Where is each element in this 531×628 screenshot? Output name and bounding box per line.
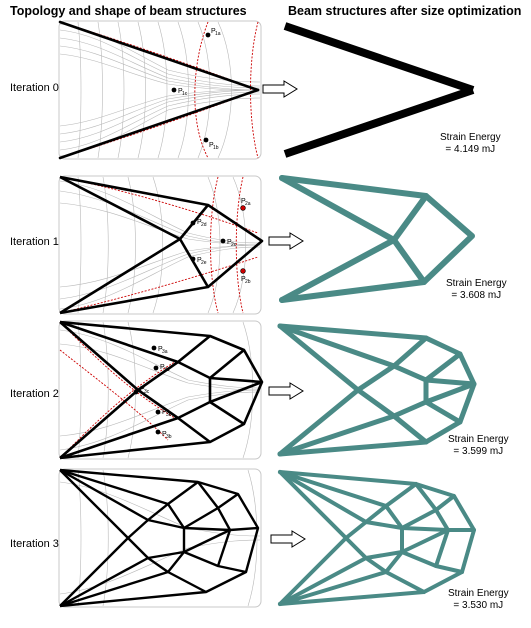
svg-text:P: P (211, 28, 216, 35)
svg-text:P: P (158, 346, 163, 353)
strain-energy-label: Strain Energy (448, 434, 509, 445)
strain-energy-value: = 3.608 mJ (451, 290, 502, 301)
iteration-2-label: Iteration 2 (10, 388, 59, 400)
svg-text:P: P (178, 88, 183, 95)
svg-text:3a: 3a (162, 349, 168, 355)
beam-lines (59, 320, 264, 460)
svg-text:1c: 1c (182, 91, 188, 97)
beam-lines (59, 175, 264, 315)
p-1a: P 1a (205, 28, 221, 38)
p-1c: P 1c (171, 87, 188, 97)
svg-text:2a: 2a (245, 201, 251, 207)
iteration-3-optimized-structure (278, 470, 476, 606)
iteration-0-strain-energy: Strain Energy = 4.149 mJ (440, 132, 501, 156)
svg-text:P: P (209, 142, 214, 149)
svg-text:2d: 2d (201, 222, 207, 228)
strain-energy-value: = 3.599 mJ (453, 446, 504, 457)
left-column-header: Topology and shape of beam structures (10, 4, 247, 18)
p-2d: P 2d (190, 219, 207, 228)
svg-text:P: P (140, 386, 145, 393)
iteration-2-topology-panel: P 3a P 3d P 3c P 3e P 3b (58, 320, 264, 460)
strain-energy-label: Strain Energy (446, 278, 507, 289)
svg-text:3b: 3b (166, 434, 172, 440)
iteration-1-arrow (268, 232, 304, 250)
strain-energy-value: = 4.149 mJ (445, 144, 496, 155)
svg-text:P: P (162, 431, 167, 438)
iteration-1-topology-panel: P 2a P 2d P 2c P 2e P 2b (58, 175, 264, 315)
p-1b: P 1b (203, 137, 219, 151)
p-2c: P 2c (220, 238, 237, 248)
svg-text:2b: 2b (245, 279, 251, 285)
svg-text:2e: 2e (201, 260, 207, 266)
iteration-3-arrow (270, 530, 306, 548)
svg-text:P: P (241, 198, 246, 205)
iteration-0-arrow (262, 80, 298, 98)
p-3c: P 3c (133, 386, 150, 395)
strain-energy-label: Strain Energy (448, 588, 509, 599)
p-3d: P 3d (153, 364, 170, 373)
strain-energy-value: = 3.530 mJ (453, 600, 504, 611)
iteration-1-strain-energy: Strain Energy = 3.608 mJ (446, 278, 507, 302)
stress-lines (58, 20, 262, 160)
p-2a: P 2a (240, 198, 251, 211)
svg-text:P: P (197, 257, 202, 264)
stress-lines (58, 320, 262, 460)
p-2b: P 2b (240, 268, 251, 285)
svg-text:3c: 3c (144, 389, 150, 395)
p-3e: P 3e (155, 409, 172, 418)
svg-text:1a: 1a (215, 31, 221, 37)
svg-text:P: P (241, 276, 246, 283)
iteration-2-optimized-structure (277, 323, 477, 457)
svg-text:P: P (227, 239, 232, 246)
iteration-3-strain-energy: Strain Energy = 3.530 mJ (448, 588, 509, 612)
svg-text:2c: 2c (231, 242, 237, 248)
p-3a: P 3a (151, 345, 168, 355)
strain-energy-label: Strain Energy (440, 132, 501, 143)
iteration-1-optimized-structure (279, 175, 475, 303)
svg-text:3d: 3d (164, 367, 170, 373)
svg-text:3e: 3e (166, 412, 172, 418)
guide-curves (59, 21, 259, 159)
beam-lines (59, 468, 260, 608)
right-column-header: Beam structures after size optimization (288, 4, 522, 18)
iteration-3-label: Iteration 3 (10, 538, 59, 550)
iteration-1-label: Iteration 1 (10, 236, 59, 248)
iteration-3-topology-panel (58, 468, 262, 608)
stress-lines (58, 468, 262, 608)
iteration-2-arrow (268, 382, 304, 400)
iteration-0-optimized-structure (283, 22, 475, 158)
beam-lines (58, 20, 260, 160)
iteration-0-topology-panel: P 1a P 1c P 1b (58, 20, 262, 160)
svg-text:P: P (197, 219, 202, 226)
svg-text:1b: 1b (213, 145, 219, 151)
iteration-2-strain-energy: Strain Energy = 3.599 mJ (448, 434, 509, 458)
iteration-0-label: Iteration 0 (10, 82, 59, 94)
p-2e: P 2e (190, 256, 207, 266)
svg-text:P: P (162, 409, 167, 416)
svg-text:P: P (160, 364, 165, 371)
p-3b: P 3b (155, 429, 172, 440)
